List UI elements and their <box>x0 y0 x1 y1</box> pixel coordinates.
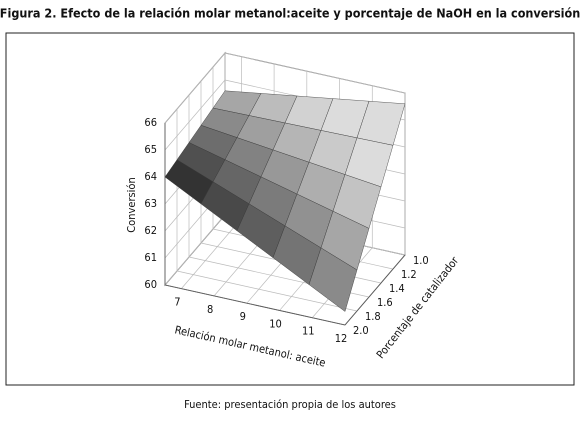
grid-line <box>181 218 242 289</box>
axis-line <box>164 284 346 326</box>
y-tick-label: 1.6 <box>377 296 393 309</box>
z-tick-label: 66 <box>144 116 157 129</box>
grid-line <box>176 270 358 312</box>
y-tick-label: 1.8 <box>365 310 381 323</box>
x-tick-label: 7 <box>174 296 180 309</box>
x-tick-label: 9 <box>240 310 246 323</box>
source-note: Fuente: presentación propia de los autor… <box>184 398 396 411</box>
z-tick-label: 62 <box>144 224 157 237</box>
y-tick-label: 1.0 <box>413 254 429 267</box>
x-tick-label: 10 <box>269 317 282 330</box>
z-tick-label: 61 <box>144 251 157 264</box>
z-tick-label: 65 <box>144 143 157 156</box>
y-tick-label: 1.4 <box>389 282 405 295</box>
grid-line <box>164 79 226 151</box>
z-tick-label: 64 <box>144 170 157 183</box>
surface-patch <box>308 247 358 312</box>
frame <box>5 32 575 386</box>
z-tick-label: 60 <box>144 278 157 291</box>
chart-title: Figura 2. Efecto de la relación molar me… <box>0 6 580 21</box>
grid-line <box>224 52 406 94</box>
z-tick-label: 63 <box>144 197 157 210</box>
axis-line <box>344 254 406 326</box>
z-axis-label: Conversión <box>125 177 138 232</box>
grid-line <box>164 214 226 286</box>
x-tick-label: 8 <box>207 303 213 316</box>
x-tick-label: 12 <box>335 332 348 345</box>
x-tick-label: 11 <box>302 325 315 338</box>
y-tick-label: 1.2 <box>401 268 417 281</box>
y-tick-label: 2.0 <box>353 324 369 337</box>
grid-line <box>164 52 226 124</box>
